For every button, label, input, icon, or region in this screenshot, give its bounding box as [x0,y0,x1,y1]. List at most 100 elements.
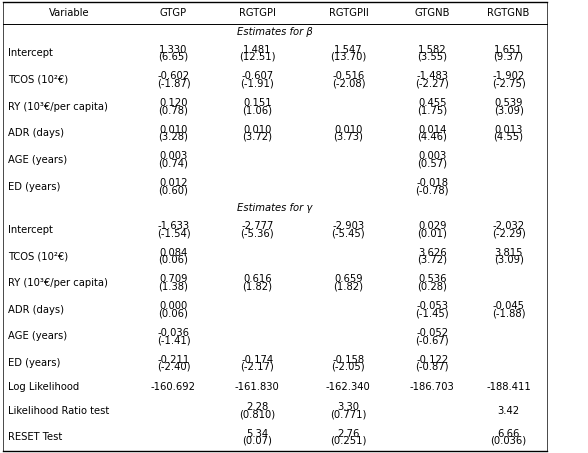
Text: (12.51): (12.51) [239,52,276,62]
Text: 1.651: 1.651 [495,44,523,54]
Text: 5.34: 5.34 [246,429,268,439]
Text: 0.003: 0.003 [159,151,188,161]
Text: (-2.40): (-2.40) [157,362,190,372]
Text: 3.626: 3.626 [418,248,446,258]
Text: (0.251): (0.251) [330,436,366,446]
Text: 0.659: 0.659 [334,275,363,284]
Text: -2.032: -2.032 [493,221,524,231]
Text: -0.045: -0.045 [493,301,524,311]
Text: (0.810): (0.810) [239,409,275,419]
Text: (0.06): (0.06) [159,255,188,265]
Text: AGE (years): AGE (years) [8,155,68,165]
Text: RGTGPI: RGTGPI [239,8,276,18]
Text: (0.01): (0.01) [417,228,447,238]
Text: (4.55): (4.55) [493,132,524,142]
Text: (0.06): (0.06) [159,308,188,318]
Text: (0.07): (0.07) [242,436,272,446]
Text: 0.013: 0.013 [495,125,523,135]
Text: (3.72): (3.72) [417,255,447,265]
Text: -1.483: -1.483 [416,71,448,81]
Text: AGE (years): AGE (years) [8,332,68,342]
Text: 3.42: 3.42 [497,405,520,416]
Text: -0.036: -0.036 [158,328,189,338]
Text: 0.029: 0.029 [418,221,446,231]
Text: 0.084: 0.084 [159,248,188,258]
Text: 0.539: 0.539 [495,98,523,108]
Text: -0.607: -0.607 [241,71,273,81]
Text: (3.09): (3.09) [494,255,523,265]
Text: GTGNB: GTGNB [415,8,450,18]
Text: -0.122: -0.122 [416,355,448,365]
Text: 2.76: 2.76 [337,429,360,439]
Text: -160.692: -160.692 [151,382,196,392]
Text: RY (10³€/per capita): RY (10³€/per capita) [8,278,108,288]
Text: 3.815: 3.815 [495,248,523,258]
Text: (13.70): (13.70) [330,52,366,62]
Text: (-2.29): (-2.29) [492,228,526,238]
Text: -0.053: -0.053 [416,301,448,311]
Text: Estimates for γ: Estimates for γ [238,203,312,213]
Text: Estimates for β: Estimates for β [237,27,313,37]
Text: 0.014: 0.014 [418,125,446,135]
Text: ED (years): ED (years) [8,358,61,368]
Text: Intercept: Intercept [8,225,53,235]
Text: (-1.88): (-1.88) [492,308,525,318]
Text: (9.37): (9.37) [493,52,524,62]
Text: (0.78): (0.78) [159,105,188,115]
Text: RGTGNB: RGTGNB [487,8,530,18]
Text: -0.211: -0.211 [158,355,189,365]
Text: 0.010: 0.010 [159,125,188,135]
Text: -0.174: -0.174 [241,355,273,365]
Text: Log Likelihood: Log Likelihood [8,382,79,392]
Text: Likelihood Ratio test: Likelihood Ratio test [8,405,109,416]
Text: -0.602: -0.602 [158,71,189,81]
Text: -186.703: -186.703 [410,382,455,392]
Text: 6.66: 6.66 [497,429,520,439]
Text: (1.38): (1.38) [159,282,188,292]
Text: (4.46): (4.46) [417,132,447,142]
Text: -1.902: -1.902 [493,71,524,81]
Text: (3.28): (3.28) [159,132,188,142]
Text: (-2.08): (-2.08) [332,78,365,88]
Text: Intercept: Intercept [8,48,53,58]
Text: 1.582: 1.582 [418,44,446,54]
Text: (-2.27): (-2.27) [415,78,449,88]
Text: (3.72): (3.72) [242,132,272,142]
Text: 0.455: 0.455 [418,98,446,108]
Text: 0.709: 0.709 [159,275,188,284]
Text: 0.010: 0.010 [243,125,272,135]
Text: 0.536: 0.536 [418,275,446,284]
Text: -2.777: -2.777 [241,221,273,231]
Text: -161.830: -161.830 [235,382,280,392]
Text: (3.55): (3.55) [417,52,447,62]
Text: Variable: Variable [49,8,89,18]
Text: 3.30: 3.30 [338,402,359,412]
Text: (0.036): (0.036) [490,436,527,446]
Text: ADR (days): ADR (days) [8,128,64,138]
Text: GTGP: GTGP [160,8,187,18]
Text: (-5.36): (-5.36) [240,228,274,238]
Text: (3.73): (3.73) [333,132,363,142]
Text: -0.158: -0.158 [332,355,365,365]
Text: -162.340: -162.340 [326,382,371,392]
Text: (-0.87): (-0.87) [416,362,449,372]
Text: (-1.45): (-1.45) [415,308,449,318]
Text: 0.012: 0.012 [159,178,188,188]
Text: -0.052: -0.052 [416,328,448,338]
Text: 2.28: 2.28 [246,402,268,412]
Text: (0.771): (0.771) [330,409,366,419]
Text: (-1.91): (-1.91) [240,78,274,88]
Text: (3.09): (3.09) [494,105,523,115]
Text: (0.28): (0.28) [417,282,447,292]
Text: (0.57): (0.57) [417,159,447,169]
Text: (6.65): (6.65) [158,52,189,62]
Text: -0.516: -0.516 [332,71,365,81]
Text: (-2.75): (-2.75) [492,78,526,88]
Text: 1.481: 1.481 [243,44,272,54]
Text: (0.74): (0.74) [159,159,188,169]
Text: 0.003: 0.003 [418,151,446,161]
Text: RESET Test: RESET Test [8,432,62,443]
Text: (-2.05): (-2.05) [332,362,365,372]
Text: -2.903: -2.903 [332,221,365,231]
Text: ADR (days): ADR (days) [8,305,64,315]
